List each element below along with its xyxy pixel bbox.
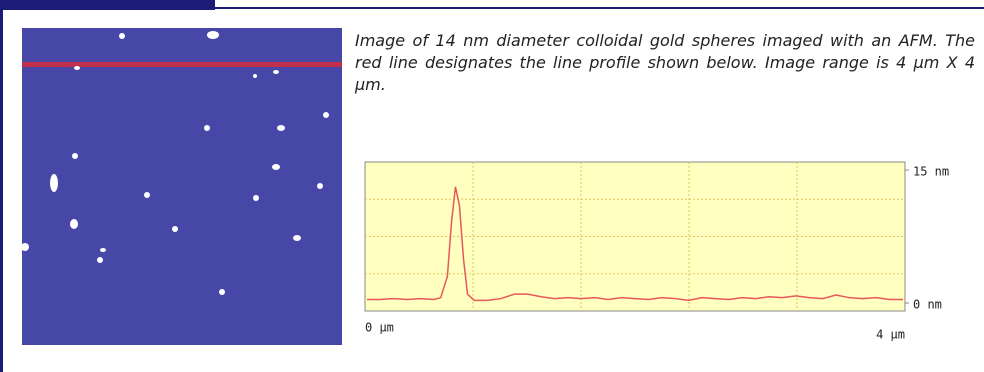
left-rule bbox=[0, 0, 3, 372]
top-rule bbox=[215, 7, 984, 9]
tab bbox=[0, 0, 215, 10]
y-tick-label: 0 nm bbox=[913, 298, 942, 312]
afm-image bbox=[21, 28, 342, 345]
x-tick-label: 4 µm bbox=[876, 328, 905, 342]
x-tick-label: 0 µm bbox=[365, 321, 394, 335]
caption: Image of 14 nm diameter colloidal gold s… bbox=[355, 30, 975, 96]
page: 0 nm 15 nm 0 µm 4 µm Image of 14 nm diamete… bbox=[0, 0, 984, 372]
y-tick-label: 15 nm bbox=[913, 165, 949, 179]
